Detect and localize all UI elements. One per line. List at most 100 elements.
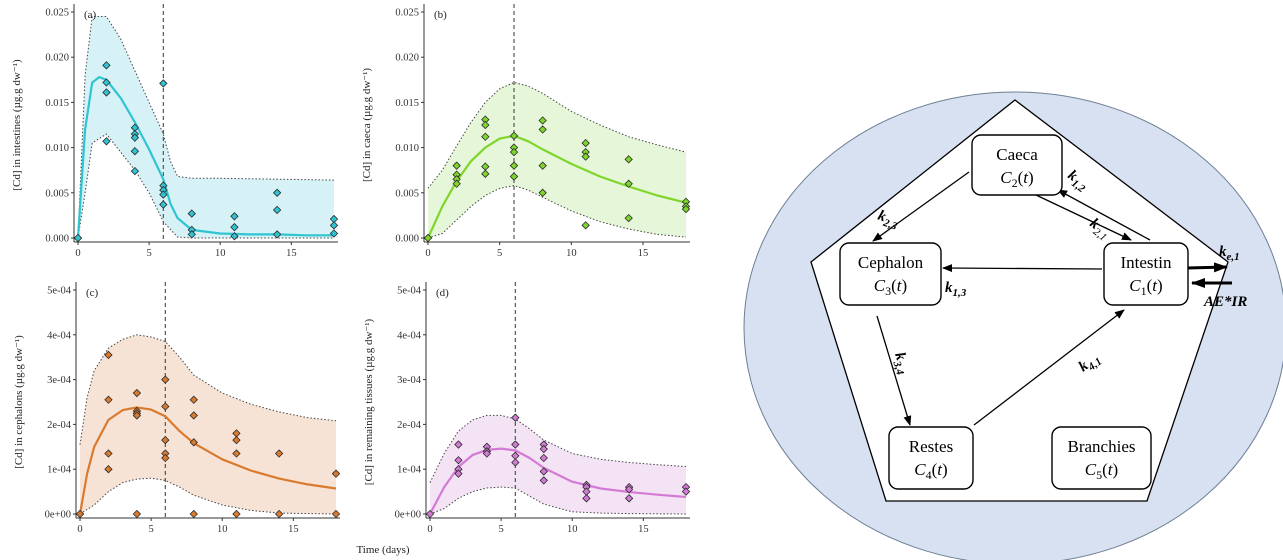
band-upper-edge	[429, 414, 687, 483]
y-tick-label: 0.015	[45, 98, 69, 109]
y-tick-label: 0.020	[395, 53, 419, 64]
data-point	[331, 509, 341, 519]
chart-panel-c: 0e+00 1e-04 2e-04 3e-04 4e-04 5e-04 0 5 10 15 (c) […	[13, 282, 341, 535]
arrow-caeca-to-intestin	[1035, 194, 1132, 241]
data-point	[130, 133, 140, 142]
data-point	[624, 179, 633, 188]
data-point	[274, 449, 284, 458]
chart-panel-a: 0.000 0.005 0.010 0.015 0.020 0.025 0 5 10 15 (a) […	[11, 4, 339, 259]
compartment-diagram: CaecaC2(t)CephalonC3(t)IntestinC1(t)Rest…	[743, 91, 1283, 560]
data-point	[681, 487, 691, 496]
data-point	[509, 131, 519, 141]
x-tick-label: 10	[566, 248, 577, 259]
data-point	[482, 449, 492, 458]
arrow-intestin-to-caeca	[1057, 189, 1151, 241]
y-tick-label: 3e-04	[397, 375, 422, 386]
variable-subscript: 1	[1141, 284, 1147, 298]
y-tick-label: 3e-04	[47, 375, 72, 386]
variable-argument: (t)	[932, 460, 948, 479]
data-point	[681, 204, 691, 214]
variable-symbol: C	[914, 460, 926, 479]
data-point	[481, 120, 490, 130]
compartment-variable: C2(t)	[1000, 168, 1033, 190]
data-point	[161, 453, 170, 463]
data-point	[511, 413, 520, 422]
compartment-name: Cephalon	[858, 253, 924, 272]
y-tick-label: 0.025	[45, 8, 69, 19]
data-point	[538, 188, 547, 197]
compartment-name: Branchies	[1068, 437, 1136, 456]
data-point	[454, 440, 463, 449]
paren-close: )	[1157, 276, 1163, 295]
data-point	[130, 166, 140, 176]
time-symbol: t	[897, 276, 903, 295]
data-point	[452, 179, 461, 188]
data-point	[511, 458, 520, 467]
x-tick-label: 15	[286, 248, 297, 259]
data-point	[582, 494, 591, 503]
y-tick-label: 5e-04	[397, 286, 422, 297]
variable-symbol: C	[1000, 168, 1012, 187]
x-tick-label: 0	[75, 248, 80, 259]
confidence-band	[430, 415, 686, 514]
paren-open: (	[891, 276, 897, 295]
variable-subscript: 3	[885, 284, 891, 298]
variable-subscript: 2	[1012, 176, 1018, 190]
confidence-band	[80, 334, 336, 514]
y-tick-label: 0.020	[45, 53, 69, 64]
data-point	[624, 213, 633, 223]
variable-argument: (t)	[1147, 276, 1163, 295]
y-tick-label: 0e+00	[45, 510, 71, 521]
data-point	[132, 388, 142, 398]
box-branchies: Branchies C5(t)	[1051, 426, 1152, 490]
x-tick-label: 10	[217, 524, 228, 535]
data-point	[187, 209, 196, 218]
panel-label: (c)	[86, 287, 99, 299]
data-point	[189, 509, 198, 519]
y-tick-label: 1e-04	[397, 465, 422, 476]
data-point	[272, 230, 282, 239]
data-point	[161, 402, 170, 411]
time-symbol: t	[1023, 168, 1029, 187]
y-tick-label: 0.010	[395, 143, 419, 154]
compartment-variable: C5(t)	[1085, 460, 1118, 482]
band-lower-edge	[427, 185, 687, 239]
data-point	[230, 222, 239, 232]
y-tick-label: 4e-04	[397, 330, 422, 341]
x-tick-label: 0	[425, 248, 430, 259]
variable-argument: (t)	[1018, 168, 1034, 187]
data-point	[423, 233, 433, 243]
y-axis-label: [Cd] in intestines (µg.g dw⁻¹)	[11, 59, 23, 191]
variable-subscript: 4	[926, 468, 932, 482]
data-point	[539, 467, 548, 476]
x-tick-label: 15	[638, 524, 649, 535]
y-axis-label: [Cd] in cephalons (µg.g dw⁻¹)	[13, 335, 25, 469]
x-tick-label: 10	[567, 524, 578, 535]
data-point	[159, 79, 168, 88]
y-tick-label: 0.015	[395, 98, 419, 109]
time-symbol: t	[937, 460, 943, 479]
data-point	[75, 509, 85, 519]
x-tick-label: 5	[498, 524, 503, 535]
data-point	[73, 233, 83, 243]
data-point	[272, 205, 282, 215]
rate-symbol: k	[1219, 244, 1227, 260]
box-frame	[971, 134, 1063, 196]
y-tick-label: 2e-04	[47, 420, 72, 431]
variable-symbol: C	[874, 276, 886, 295]
data-point	[102, 88, 111, 97]
data-point	[452, 161, 461, 170]
y-tick-label: 0.005	[395, 188, 419, 199]
box-cephalon: Cephalon C3(t)	[839, 242, 942, 306]
confidence-band	[78, 16, 334, 238]
data-point	[159, 200, 168, 209]
box-frame	[1103, 242, 1189, 306]
variable-argument: (t)	[1102, 460, 1118, 479]
data-point	[624, 155, 633, 164]
band-upper-edge	[77, 16, 335, 239]
compartment-boxes: CaecaC2(t)CephalonC3(t)IntestinC1(t)Rest…	[839, 134, 1189, 490]
rate-symbol: k	[945, 280, 953, 296]
data-point	[538, 116, 547, 125]
chart-panel-b: 0.000 0.005 0.010 0.015 0.020 0.025 0 5 10 15 (b) […	[361, 4, 691, 259]
